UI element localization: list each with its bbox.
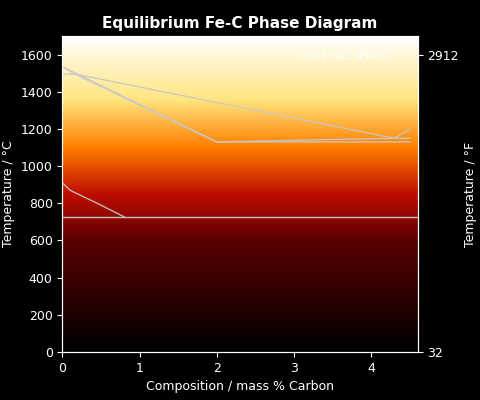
Text: 0.01 %C, 494°C: 0.01 %C, 494°C xyxy=(302,51,390,61)
Y-axis label: Temperature / °F: Temperature / °F xyxy=(464,142,478,246)
Y-axis label: Temperature / °C: Temperature / °C xyxy=(2,141,15,247)
X-axis label: Composition / mass % Carbon: Composition / mass % Carbon xyxy=(146,380,334,393)
Title: Equilibrium Fe-C Phase Diagram: Equilibrium Fe-C Phase Diagram xyxy=(102,16,378,31)
